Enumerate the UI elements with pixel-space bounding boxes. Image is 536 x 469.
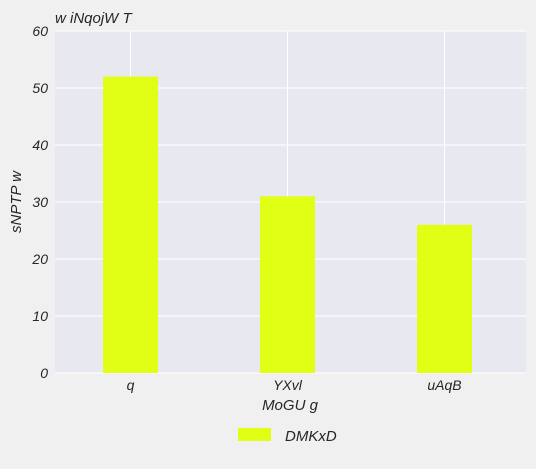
y-axis-label: sNPTP w bbox=[8, 170, 25, 233]
y-tick-labels: 0 10 20 30 40 50 60 bbox=[31, 23, 48, 381]
y-tick-label: 0 bbox=[40, 365, 48, 381]
y-tick-label: 20 bbox=[31, 251, 48, 267]
bar-uAqB bbox=[417, 224, 472, 373]
y-tick-label: 50 bbox=[32, 80, 48, 96]
x-axis-label: MoGU g bbox=[262, 397, 319, 414]
y-tick-label: 10 bbox=[32, 308, 48, 324]
x-tick-label: uAqB bbox=[427, 377, 461, 393]
legend-label: DMKxD bbox=[285, 428, 337, 445]
x-tick-label: YXvl bbox=[273, 377, 303, 393]
chart-title: w iNqojW T bbox=[55, 10, 134, 27]
y-tick-label: 40 bbox=[32, 137, 48, 153]
bar-YXvl bbox=[260, 196, 315, 373]
x-tick-label: q bbox=[127, 377, 135, 393]
bars bbox=[103, 76, 472, 373]
legend-swatch bbox=[238, 428, 271, 441]
y-tick-label: 60 bbox=[32, 23, 48, 39]
bar-q bbox=[103, 76, 158, 373]
y-tick-label: 30 bbox=[32, 194, 48, 210]
x-tick-labels: q YXvl uAqB bbox=[127, 377, 462, 393]
legend: DMKxD bbox=[238, 428, 337, 445]
